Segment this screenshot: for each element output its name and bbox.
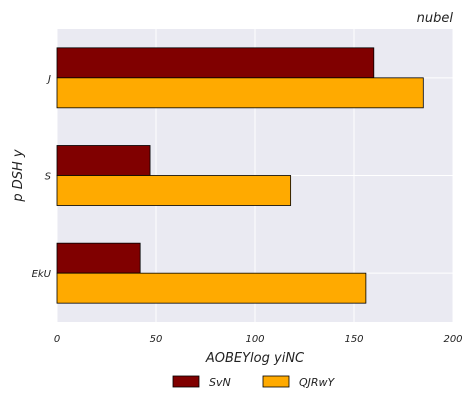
x-tick-label: 50 <box>150 334 163 345</box>
legend-label-SvN: SvN <box>209 376 231 389</box>
bar-QJRwY-S <box>56 175 292 206</box>
legend-label-QJRwY: QJRwY <box>299 376 336 389</box>
x-axis-label: AOBEYlog yiNC <box>205 351 305 366</box>
x-tick-label: 150 <box>344 334 363 345</box>
bar-QJRwY-EkU <box>56 272 367 304</box>
bar-SvN-J <box>56 47 375 79</box>
x-tick-label: 100 <box>245 334 264 345</box>
y-tick-label: EkU <box>32 269 52 280</box>
bar-QJRwY-J <box>56 77 424 109</box>
x-tick-label: 200 <box>443 334 462 345</box>
bar-SvN-EkU <box>56 242 141 274</box>
x-tick-labels: 0 50 100 150 200 <box>54 334 463 345</box>
bar-SvN-S <box>56 145 151 176</box>
legend-swatch-SvN <box>172 375 200 388</box>
y-axis-label: p DSH y <box>11 149 26 203</box>
y-tick-labels: J S EkU <box>32 74 52 280</box>
y-tick-label: J <box>46 74 51 85</box>
bars <box>56 47 424 304</box>
y-tick-label: S <box>45 172 52 183</box>
chart-title: nubel <box>417 11 454 26</box>
x-tick-label: 0 <box>54 334 60 345</box>
legend-swatch-QJRwY <box>262 375 290 388</box>
legend: SvN QJRwY <box>172 375 336 389</box>
